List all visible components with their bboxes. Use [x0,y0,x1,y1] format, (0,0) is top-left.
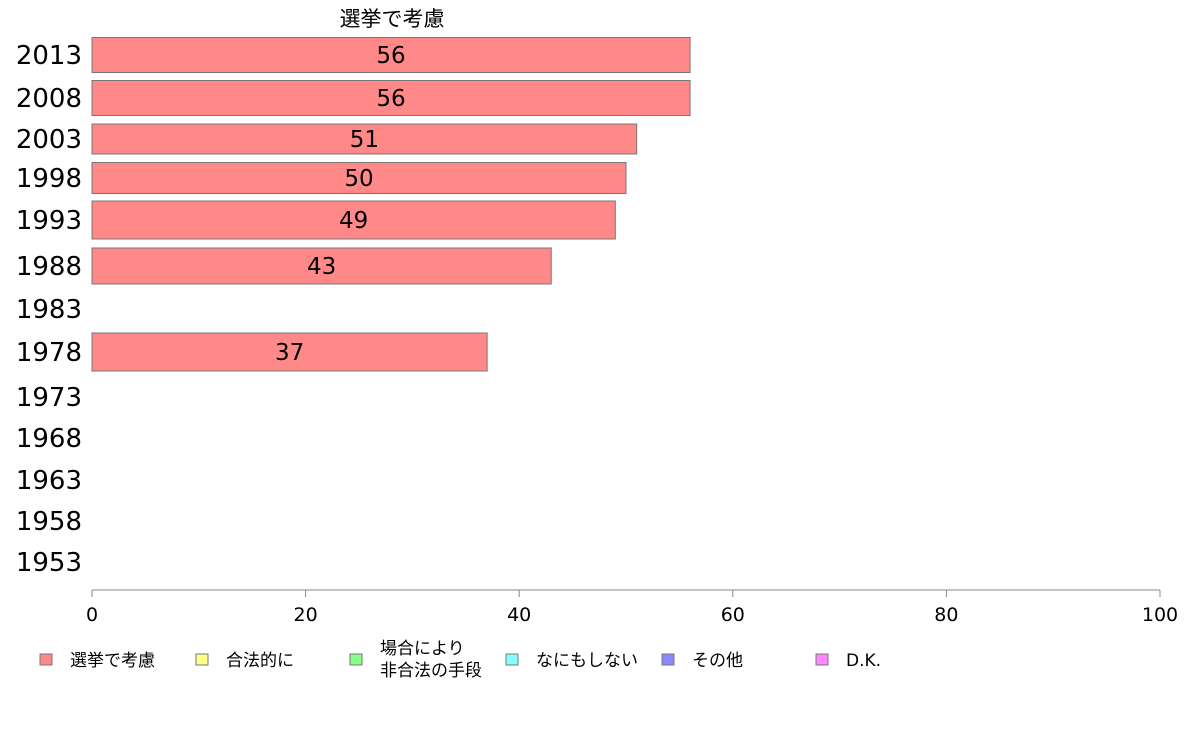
y-tick-label: 2008 [16,84,82,114]
legend-swatch [349,653,363,666]
chart-title: 選挙で考慮 [340,7,445,31]
legend-item: その他 [661,651,743,671]
bar [91,200,616,240]
legend-label: D.K. [846,651,881,671]
bar [91,247,552,285]
bar [91,162,627,194]
data-label: 51 [350,127,379,153]
legend-label: なにもしない [536,651,638,671]
y-tick-label: 1968 [16,424,82,454]
legend-label: 場合により [380,639,465,659]
y-tick-label: 1963 [16,466,82,496]
bar [91,80,691,116]
legend-swatch [815,653,829,666]
bar [91,123,638,155]
x-axis: 0 20 40 60 80 100 [86,589,1178,626]
x-tick-label: 80 [934,604,958,626]
legend-item: D.K. [815,651,881,671]
y-tick-label: 1998 [16,164,82,194]
legend-label: 選挙で考慮 [70,651,155,671]
y-tick-label: 1983 [16,295,82,325]
y-tick-label: 2003 [16,125,82,155]
data-label: 43 [307,254,336,280]
y-tick-label: 1953 [16,548,82,578]
y-tick-label: 1988 [16,252,82,282]
x-tick-label: 100 [1142,604,1178,626]
legend-label: 合法的に [226,651,294,671]
legend-item: 選挙で考慮 [39,651,155,671]
legend-swatch [39,653,53,666]
legend-item: なにもしない [505,651,638,671]
legend-label: 非合法の手段 [380,661,482,681]
legend-swatch [195,653,209,666]
y-tick-label: 1973 [16,383,82,413]
y-tick-label: 1978 [16,338,82,368]
data-label: 56 [376,43,405,69]
x-tick-label: 0 [86,604,98,626]
y-tick-label: 2013 [16,41,82,71]
bar [91,332,488,372]
legend-swatch [505,653,519,666]
x-tick-label: 60 [721,604,745,626]
x-tick-label: 20 [294,604,318,626]
legend-label: その他 [692,651,743,671]
y-tick-label: 1993 [16,206,82,236]
bars: 2013 56 2008 56 2003 51 1998 50 1993 49 1988 43 1983… [16,37,691,578]
bar [91,37,691,73]
y-tick-label: 1958 [16,507,82,537]
data-label: 49 [339,208,368,234]
x-tick-label: 40 [507,604,531,626]
data-label: 56 [376,86,405,112]
data-label: 50 [344,166,373,192]
data-label: 37 [275,340,304,366]
legend-swatch [661,653,675,666]
legend-item: 合法的に [195,651,294,671]
